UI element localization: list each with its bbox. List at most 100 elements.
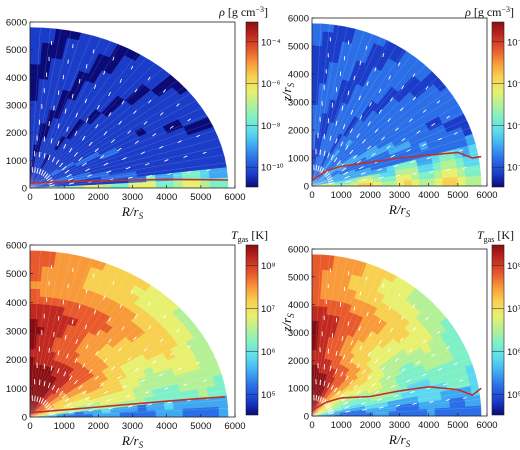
mesh-radial bbox=[29, 86, 185, 189]
heat-cell bbox=[419, 178, 428, 187]
velocity-arrow bbox=[341, 167, 347, 172]
velocity-arrow bbox=[386, 375, 391, 379]
velocity-arrow bbox=[347, 90, 350, 96]
y-tick-label: 0 bbox=[22, 413, 27, 424]
heat-cell bbox=[164, 180, 175, 189]
velocity-arrow bbox=[349, 358, 353, 364]
velocity-arrow bbox=[47, 382, 51, 389]
heat-cell bbox=[41, 258, 55, 268]
x-tick-label: 0 bbox=[27, 421, 32, 432]
y-tick-label: 5000 bbox=[6, 269, 27, 280]
velocity-arrow bbox=[82, 363, 86, 368]
velocity-arrow bbox=[369, 332, 372, 337]
heat-cell bbox=[419, 408, 428, 417]
velocity-arrow bbox=[359, 345, 363, 351]
velocity-arrow bbox=[342, 354, 346, 360]
heat-cell bbox=[311, 82, 320, 91]
mesh-radial bbox=[29, 319, 191, 418]
velocity-arrow bbox=[169, 352, 174, 356]
velocity-arrow bbox=[40, 398, 44, 404]
velocity-arrow bbox=[378, 339, 382, 344]
velocity-arrow bbox=[401, 85, 405, 90]
velocity-arrow bbox=[422, 373, 427, 377]
velocity-arrow bbox=[356, 160, 361, 164]
velocity-arrow bbox=[130, 65, 134, 70]
velocity-arrow bbox=[36, 396, 39, 402]
velocity-arrow bbox=[390, 97, 393, 102]
heat-cell bbox=[45, 86, 55, 96]
velocity-arrow bbox=[94, 148, 99, 152]
velocity-arrow bbox=[390, 384, 396, 388]
velocity-arrow bbox=[85, 168, 90, 172]
velocity-arrow bbox=[333, 157, 338, 163]
heat-cell bbox=[311, 298, 321, 307]
heat-cell bbox=[29, 34, 43, 43]
velocity-arrow bbox=[401, 316, 405, 320]
x-axis-label: R/rS bbox=[388, 202, 411, 219]
mesh-radial bbox=[311, 97, 455, 187]
velocity-arrow bbox=[382, 53, 385, 58]
colorbar-tick-label: 10⁷ bbox=[507, 304, 520, 315]
colorbar-gradient bbox=[245, 244, 259, 416]
velocity-arrow bbox=[52, 157, 55, 163]
velocity-arrow bbox=[390, 154, 396, 158]
velocity-arrow bbox=[426, 387, 431, 390]
mesh-radial bbox=[311, 160, 480, 187]
heat-cell bbox=[311, 75, 320, 84]
y-tick-label: 0 bbox=[304, 182, 309, 193]
mesh-radial bbox=[311, 37, 382, 187]
heat-cell bbox=[47, 296, 59, 307]
velocity-arrow bbox=[344, 176, 350, 179]
velocity-arrow bbox=[406, 379, 411, 383]
velocity-arrow bbox=[36, 167, 39, 174]
colorbar-1: 10⁻⁴ 10⁻⁶ 10⁻⁸ 10⁻¹⁰ ρ [g cm−3] bbox=[218, 5, 284, 188]
velocity-arrow bbox=[82, 135, 86, 141]
mesh-radial bbox=[311, 59, 419, 187]
velocity-arrow bbox=[108, 407, 114, 410]
x-axis-label: R/rS bbox=[121, 204, 144, 221]
velocity-arrow bbox=[66, 126, 69, 132]
heat-cell bbox=[43, 319, 54, 329]
mesh-radial bbox=[29, 254, 72, 418]
heat-cell bbox=[448, 397, 459, 408]
heat-cell bbox=[200, 406, 211, 418]
heat-cell bbox=[39, 281, 52, 290]
velocity-arrow bbox=[431, 123, 436, 127]
mesh-radial bbox=[29, 100, 197, 189]
heat-cell bbox=[128, 182, 139, 189]
velocity-arrow bbox=[398, 293, 401, 297]
heat-cell bbox=[311, 45, 322, 54]
heat-cell bbox=[323, 90, 332, 100]
velocity-arrow bbox=[378, 176, 384, 179]
x-tick-label: 4000 bbox=[156, 421, 177, 432]
velocity-arrow bbox=[412, 172, 417, 175]
velocity-arrow bbox=[377, 398, 383, 401]
velocity-arrow bbox=[445, 399, 451, 401]
heat-cell bbox=[137, 181, 148, 189]
velocity-arrow bbox=[186, 399, 192, 402]
velocity-arrow bbox=[140, 379, 145, 383]
velocity-arrow bbox=[66, 402, 72, 406]
heat-cell bbox=[39, 56, 52, 66]
heat-cell bbox=[146, 181, 157, 189]
velocity-arrow bbox=[462, 397, 467, 399]
heat-cell bbox=[411, 409, 420, 417]
heat-cell bbox=[442, 177, 451, 187]
heat-cell bbox=[324, 313, 334, 323]
mesh-radial bbox=[311, 25, 339, 187]
panel-1: 0 1000 2000 3000 4000 5000 6000 0 1000 2000 3000 40… bbox=[6, 5, 284, 221]
heat-cell bbox=[320, 276, 332, 286]
mesh-radial bbox=[311, 29, 357, 187]
velocity-arrow bbox=[84, 98, 87, 104]
velocity-arrow bbox=[49, 184, 55, 187]
velocity-arrow bbox=[395, 357, 399, 362]
velocity-arrow bbox=[82, 162, 87, 167]
velocity-arrow bbox=[381, 366, 385, 371]
velocity-arrow bbox=[356, 390, 361, 394]
velocity-arrow bbox=[140, 151, 145, 155]
mesh-radial bbox=[29, 258, 92, 418]
mesh-radial bbox=[311, 268, 382, 417]
velocity-arrow bbox=[144, 163, 150, 166]
colorbar-tick-label: 10⁻¹⁰ bbox=[261, 163, 284, 174]
heat-cell bbox=[173, 408, 184, 418]
